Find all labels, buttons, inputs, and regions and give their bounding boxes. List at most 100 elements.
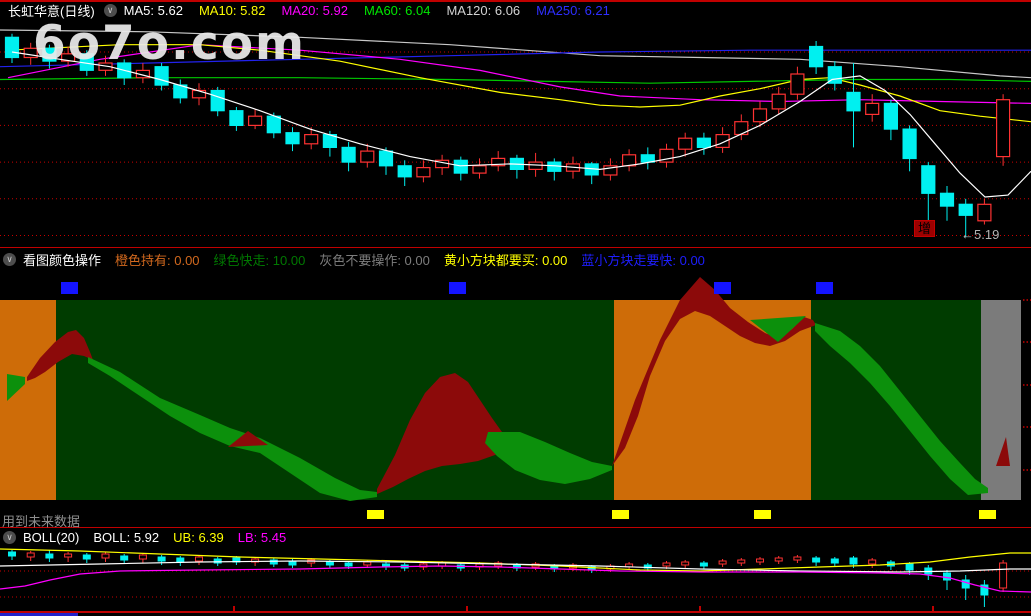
yellow-buy-square[interactable] — [979, 510, 996, 519]
candle[interactable] — [902, 128, 917, 160]
boll-lb-legend: LB: 5.45 — [237, 530, 287, 545]
green-ribbon — [815, 323, 988, 495]
boll-header: ∨ BOLL(20) BOLL: 5.92 UB: 6.39 LB: 5.45 — [0, 528, 1031, 547]
red-ribbon — [228, 431, 268, 447]
ma120-legend: MA120: 6.06 — [446, 2, 521, 18]
axis-tick — [699, 606, 701, 611]
legend-orange-hold: 橙色持有: 0.00 — [115, 252, 200, 268]
candle[interactable] — [621, 154, 637, 167]
red-ribbon — [377, 373, 512, 494]
candlestick-chart[interactable] — [0, 18, 1031, 247]
indicator-name: 看图颜色操作 — [23, 252, 102, 268]
green-ribbon — [485, 432, 612, 484]
candle[interactable] — [416, 167, 431, 178]
scroll-corner — [0, 613, 78, 616]
candle[interactable] — [958, 203, 973, 216]
candle[interactable] — [883, 102, 899, 130]
candle[interactable] — [491, 157, 506, 167]
candle[interactable] — [266, 115, 281, 134]
candle[interactable] — [808, 45, 824, 68]
candle[interactable] — [248, 115, 263, 126]
future-data-note: 用到未来数据 — [2, 514, 81, 529]
candle[interactable] — [472, 165, 487, 174]
ma-lines — [0, 29, 1031, 123]
blue-sell-square[interactable] — [61, 282, 78, 294]
boll-chart[interactable] — [0, 547, 1031, 611]
candle[interactable] — [995, 99, 1011, 158]
collapse-chevron-icon[interactable]: ∨ — [103, 3, 117, 17]
panel-separator-1 — [0, 247, 1031, 248]
indicator-header: ∨ 看图颜色操作 橙色持有: 0.00 绿色快走: 10.00 灰色不要操作: … — [0, 248, 1031, 270]
green-ribbon — [88, 357, 377, 501]
blue-sell-square[interactable] — [714, 282, 731, 294]
signal-band — [981, 300, 1021, 500]
boll-ub-legend: UB: 6.39 — [173, 530, 224, 545]
boll-mid-line — [0, 560, 1031, 573]
candle[interactable] — [865, 102, 880, 116]
boll-mid-legend: BOLL: 5.92 — [93, 530, 160, 545]
candle[interactable] — [285, 132, 300, 145]
green-ribbon — [7, 374, 25, 401]
candle[interactable] — [603, 165, 618, 176]
ma10-legend: MA10: 5.82 — [198, 2, 266, 18]
ma60-line — [0, 77, 1031, 84]
candle[interactable] — [304, 133, 319, 145]
axis-tick — [466, 606, 468, 611]
candle[interactable] — [640, 154, 655, 163]
main-chart-header: 长虹华意(日线) ∨ MA5: 5.62 MA10: 5.82 MA20: 5.… — [0, 2, 1031, 19]
signal-band — [0, 300, 56, 500]
ma120-line — [0, 29, 1031, 79]
bottom-border — [0, 611, 1031, 613]
candle[interactable] — [939, 192, 955, 207]
candles — [4, 33, 1011, 238]
candle[interactable] — [210, 89, 225, 112]
candle[interactable] — [846, 91, 861, 112]
candle[interactable] — [734, 121, 749, 136]
panel-separator-2 — [0, 527, 1031, 528]
candle[interactable] — [4, 36, 20, 59]
ma5-legend: MA5: 5.62 — [123, 2, 183, 18]
green-ribbon — [750, 316, 806, 342]
yellow-buy-square[interactable] — [367, 510, 384, 519]
candle[interactable] — [771, 93, 786, 110]
candle[interactable] — [752, 108, 768, 123]
candle[interactable] — [453, 159, 468, 174]
candle[interactable] — [229, 110, 244, 126]
top-border — [0, 0, 1031, 2]
boll-bars — [8, 550, 1008, 607]
candle[interactable] — [696, 137, 712, 148]
collapse-chevron-icon[interactable]: ∨ — [3, 252, 16, 266]
yellow-buy-square[interactable] — [754, 510, 771, 519]
blue-sell-square[interactable] — [449, 282, 466, 294]
ma5-line — [11, 51, 1031, 198]
candle[interactable] — [921, 165, 936, 194]
low-price-label: ←5.19 — [961, 227, 1000, 242]
red-ribbon — [27, 330, 93, 381]
candle[interactable] — [191, 89, 207, 99]
ma20-legend: MA20: 5.92 — [281, 2, 348, 18]
yellow-buy-square[interactable] — [612, 510, 629, 519]
legend-blue-sell: 蓝小方块走要快: 0.00 — [581, 252, 705, 268]
candle[interactable] — [397, 165, 412, 178]
ma250-legend: MA250: 6.21 — [536, 2, 610, 18]
boll-ub-line — [0, 548, 1031, 572]
axis-tick — [932, 606, 934, 611]
blue-sell-square[interactable] — [816, 282, 833, 294]
legend-green-leave: 绿色快走: 10.00 — [213, 252, 306, 268]
candle[interactable] — [977, 203, 992, 222]
axis-tick — [233, 606, 235, 611]
candle[interactable] — [23, 47, 38, 59]
collapse-chevron-icon[interactable]: ∨ — [3, 531, 16, 544]
ma250-line — [0, 49, 1031, 68]
stock-title: 长虹华意(日线) — [8, 3, 95, 19]
color-ribbon-indicator-chart[interactable] — [0, 270, 1031, 527]
legend-gray-noop: 灰色不要操作: 0.00 — [319, 252, 430, 268]
candle[interactable] — [790, 73, 805, 95]
boll-lb-line — [0, 565, 1031, 593]
candle[interactable] — [341, 146, 356, 163]
red-ribbon — [996, 437, 1010, 466]
candle[interactable] — [360, 150, 375, 163]
candle[interactable] — [678, 137, 693, 150]
candle[interactable] — [378, 150, 394, 167]
